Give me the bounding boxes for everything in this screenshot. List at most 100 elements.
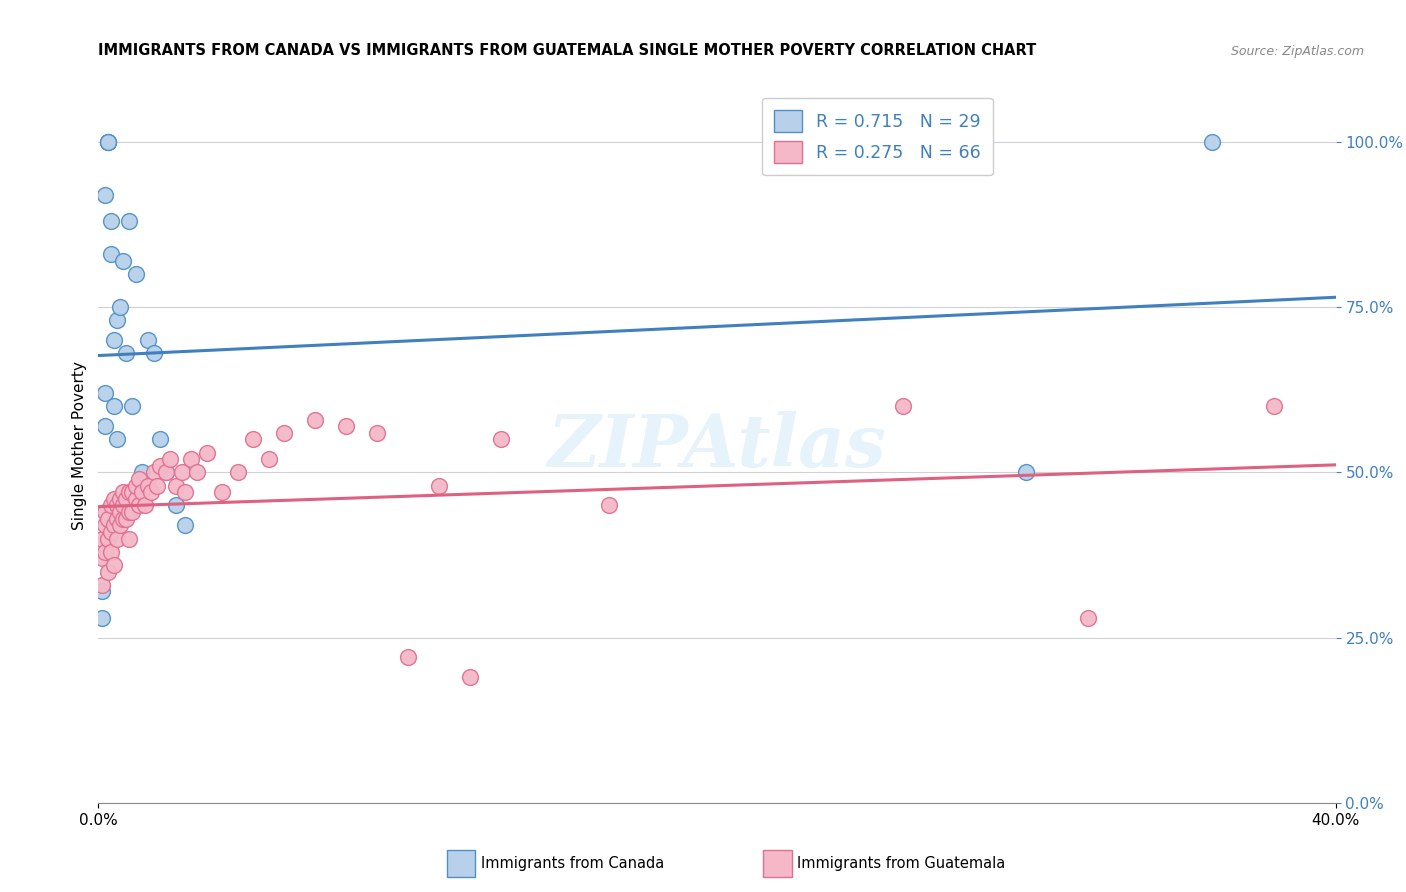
Point bbox=[90, 611, 112, 625]
Point bbox=[121, 400, 143, 414]
Point bbox=[97, 532, 120, 546]
Point bbox=[170, 466, 193, 480]
Point bbox=[108, 518, 131, 533]
Text: Immigrants from Canada: Immigrants from Canada bbox=[481, 856, 664, 871]
Point bbox=[100, 524, 122, 539]
Point bbox=[100, 214, 122, 228]
Point bbox=[93, 386, 115, 401]
Point bbox=[108, 505, 131, 519]
Point bbox=[93, 505, 115, 519]
Point bbox=[93, 518, 115, 533]
Point bbox=[97, 135, 120, 149]
Text: ZIPAtlas: ZIPAtlas bbox=[548, 410, 886, 482]
Point bbox=[118, 214, 141, 228]
Point bbox=[105, 511, 128, 525]
Point bbox=[97, 135, 120, 149]
Point bbox=[1263, 400, 1285, 414]
Point bbox=[427, 478, 450, 492]
Point bbox=[108, 491, 131, 506]
Point bbox=[118, 532, 141, 546]
Point bbox=[103, 400, 125, 414]
Text: IMMIGRANTS FROM CANADA VS IMMIGRANTS FROM GUATEMALA SINGLE MOTHER POVERTY CORREL: IMMIGRANTS FROM CANADA VS IMMIGRANTS FRO… bbox=[98, 43, 1036, 58]
Point bbox=[1015, 466, 1038, 480]
Point bbox=[115, 511, 138, 525]
Point bbox=[242, 433, 264, 447]
Point bbox=[93, 188, 115, 202]
Point bbox=[598, 499, 620, 513]
Point bbox=[105, 499, 128, 513]
Point bbox=[103, 518, 125, 533]
Point bbox=[115, 346, 138, 360]
Point bbox=[97, 565, 120, 579]
Point bbox=[90, 584, 112, 599]
Point bbox=[118, 505, 141, 519]
Point bbox=[121, 485, 143, 500]
Point bbox=[131, 485, 153, 500]
Point bbox=[458, 670, 481, 684]
Point bbox=[257, 452, 280, 467]
Point bbox=[124, 491, 146, 506]
Point bbox=[100, 545, 122, 559]
Point bbox=[103, 558, 125, 572]
Point bbox=[124, 478, 146, 492]
Text: Immigrants from Guatemala: Immigrants from Guatemala bbox=[797, 856, 1005, 871]
Point bbox=[134, 499, 156, 513]
Point bbox=[165, 478, 187, 492]
Point bbox=[112, 485, 135, 500]
Point bbox=[90, 532, 112, 546]
Point bbox=[93, 545, 115, 559]
Point bbox=[108, 300, 131, 314]
Point bbox=[139, 485, 162, 500]
Point bbox=[195, 445, 218, 459]
Point bbox=[97, 135, 120, 149]
Point bbox=[124, 267, 146, 281]
Point bbox=[149, 458, 172, 473]
Point bbox=[128, 499, 150, 513]
Point bbox=[174, 518, 197, 533]
Point bbox=[97, 511, 120, 525]
Point bbox=[105, 532, 128, 546]
Point bbox=[100, 247, 122, 261]
Point bbox=[128, 472, 150, 486]
Point bbox=[112, 254, 135, 268]
Point bbox=[143, 346, 166, 360]
Point bbox=[211, 485, 233, 500]
Point bbox=[90, 578, 112, 592]
Point bbox=[891, 400, 914, 414]
Point bbox=[186, 466, 208, 480]
Point bbox=[103, 491, 125, 506]
Point bbox=[112, 499, 135, 513]
Point bbox=[1077, 611, 1099, 625]
Point bbox=[304, 412, 326, 426]
Point bbox=[180, 452, 202, 467]
Point bbox=[155, 466, 177, 480]
Point bbox=[396, 650, 419, 665]
Point bbox=[174, 485, 197, 500]
Point bbox=[103, 333, 125, 347]
Point bbox=[1201, 135, 1223, 149]
Point bbox=[105, 313, 128, 327]
Y-axis label: Single Mother Poverty: Single Mother Poverty bbox=[72, 361, 87, 531]
Point bbox=[115, 491, 138, 506]
Point bbox=[366, 425, 388, 440]
Point bbox=[489, 433, 512, 447]
Point bbox=[155, 466, 177, 480]
Legend: R = 0.715   N = 29, R = 0.275   N = 66: R = 0.715 N = 29, R = 0.275 N = 66 bbox=[762, 98, 993, 176]
Point bbox=[118, 485, 141, 500]
Point bbox=[159, 452, 181, 467]
Point bbox=[335, 419, 357, 434]
Point bbox=[136, 333, 159, 347]
Point bbox=[165, 499, 187, 513]
Point bbox=[93, 419, 115, 434]
Point bbox=[146, 478, 169, 492]
Point bbox=[226, 466, 249, 480]
Point bbox=[112, 511, 135, 525]
Point bbox=[143, 466, 166, 480]
Point bbox=[121, 505, 143, 519]
Point bbox=[105, 433, 128, 447]
Point bbox=[131, 466, 153, 480]
Point bbox=[273, 425, 295, 440]
Point bbox=[100, 499, 122, 513]
Point bbox=[136, 478, 159, 492]
Point bbox=[90, 551, 112, 566]
